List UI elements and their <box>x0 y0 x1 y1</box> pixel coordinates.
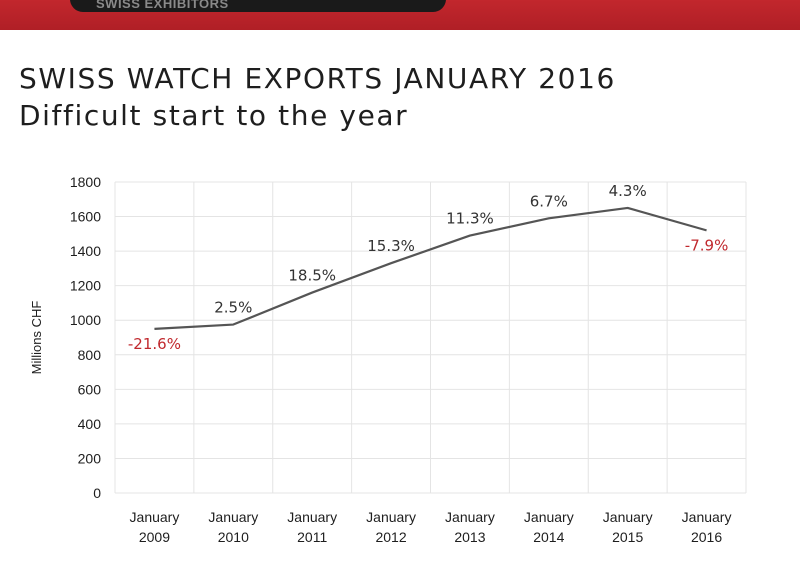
y-tick-label: 1600 <box>70 209 101 225</box>
data-label: 4.3% <box>609 182 647 200</box>
x-tick-label: January <box>524 509 574 525</box>
data-label: 18.5% <box>288 267 336 285</box>
y-tick-label: 1400 <box>70 243 101 259</box>
x-tick-label: 2014 <box>533 529 564 545</box>
y-tick-label: 600 <box>78 381 102 397</box>
slide-title: SWISS WATCH EXPORTS JANUARY 2016 <box>19 62 616 95</box>
x-tick-label: January <box>445 509 495 525</box>
data-label: -7.9% <box>685 236 729 254</box>
data-label: 15.3% <box>367 237 415 255</box>
series-line <box>154 206 707 330</box>
data-label: 11.3% <box>446 210 494 228</box>
y-tick-label: 200 <box>78 450 102 466</box>
y-tick-label: 1000 <box>70 312 101 328</box>
x-tick-label: 2009 <box>139 529 170 545</box>
x-tick-label: 2015 <box>612 529 643 545</box>
y-axis-label: Millions CHF <box>29 301 44 375</box>
y-tick-label: 400 <box>78 416 102 432</box>
x-tick-label: January <box>603 509 653 525</box>
x-tick-label: January <box>287 509 337 525</box>
x-tick-label: January <box>366 509 416 525</box>
x-tick-label: 2011 <box>297 529 327 545</box>
data-label: -21.6% <box>128 335 181 353</box>
x-tick-label: 2010 <box>218 529 249 545</box>
x-tick-label: 2013 <box>454 529 485 545</box>
y-tick-label: 1200 <box>70 278 101 294</box>
x-tick-label: January <box>130 509 180 525</box>
header-bar: SWISS EXHIBITORS <box>0 0 800 30</box>
data-label: 6.7% <box>530 192 568 210</box>
y-tick-label: 1800 <box>70 174 101 190</box>
y-tick-label: 0 <box>93 485 101 501</box>
x-tick-label: January <box>208 509 258 525</box>
data-label: 2.5% <box>214 299 252 317</box>
brand-label: SWISS EXHIBITORS <box>96 0 229 11</box>
x-tick-label: January <box>682 509 732 525</box>
slide-subtitle: Difficult start to the year <box>19 99 409 132</box>
x-tick-label: 2012 <box>375 529 406 545</box>
y-tick-label: 800 <box>78 347 102 363</box>
x-tick-label: 2016 <box>691 529 722 545</box>
header-pill <box>70 0 446 12</box>
